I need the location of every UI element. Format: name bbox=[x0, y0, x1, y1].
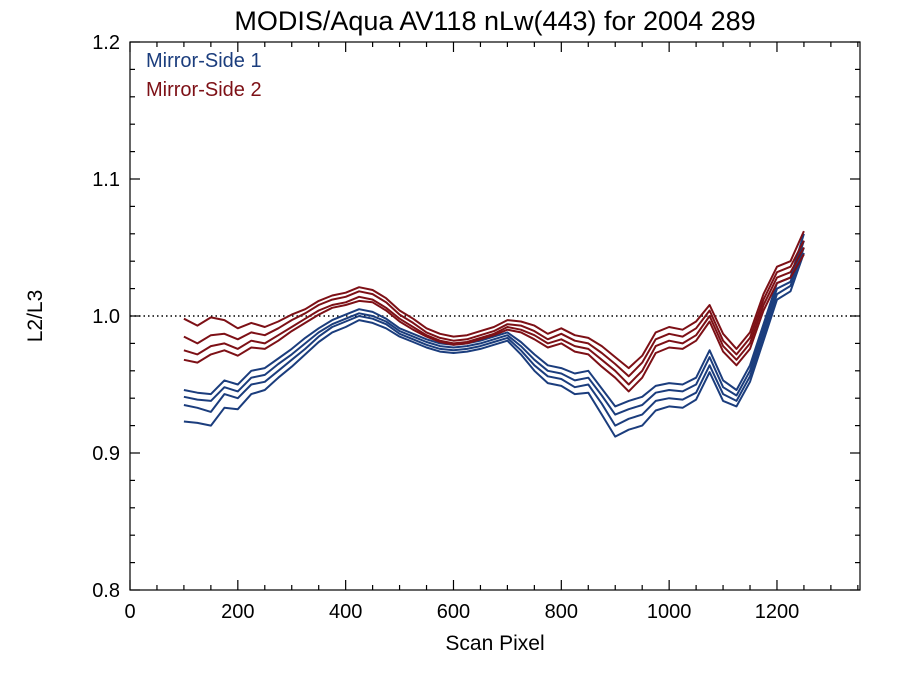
series-line-ms1-1 bbox=[183, 247, 805, 427]
y-axis-label: L2/L3 bbox=[24, 290, 47, 343]
x-axis-label: Scan Pixel bbox=[445, 632, 544, 655]
x-tick-label: 600 bbox=[437, 601, 470, 623]
series-lines bbox=[183, 230, 805, 438]
y-tick-label: 1.0 bbox=[92, 306, 120, 328]
x-tick-label: 200 bbox=[221, 601, 254, 623]
x-tick-label: 1000 bbox=[647, 601, 692, 623]
axis-ticks bbox=[129, 41, 860, 591]
x-tick-label: 1200 bbox=[755, 601, 800, 623]
series-line-ms1-2 bbox=[183, 252, 805, 438]
series-line-ms1-3 bbox=[183, 233, 805, 408]
y-tick-label: 1.2 bbox=[92, 32, 120, 54]
y-tick-label: 0.8 bbox=[92, 580, 120, 602]
series-line-ms2-5 bbox=[183, 253, 805, 393]
chart-title: MODIS/Aqua AV118 nLw(443) for 2004 289 bbox=[234, 6, 755, 36]
x-tick-label: 400 bbox=[329, 601, 362, 623]
series-line-ms2-6 bbox=[183, 240, 805, 378]
series-line-ms1-0 bbox=[183, 240, 805, 416]
y-tick-label: 0.9 bbox=[92, 443, 120, 465]
axis-tick-labels: 0 200 400 600 800 1000 1200 0.8 0.9 1.0 1.1 1.2 bbox=[92, 32, 799, 623]
series-line-ms2-4 bbox=[183, 247, 805, 386]
y-tick-label: 1.1 bbox=[92, 169, 120, 191]
x-tick-label: 800 bbox=[545, 601, 578, 623]
series-line-ms2-7 bbox=[183, 230, 805, 370]
legend-mirror-side-2: Mirror-Side 2 bbox=[146, 79, 262, 101]
x-tick-label: 0 bbox=[124, 601, 135, 623]
legend-mirror-side-1: Mirror-Side 1 bbox=[146, 50, 262, 72]
